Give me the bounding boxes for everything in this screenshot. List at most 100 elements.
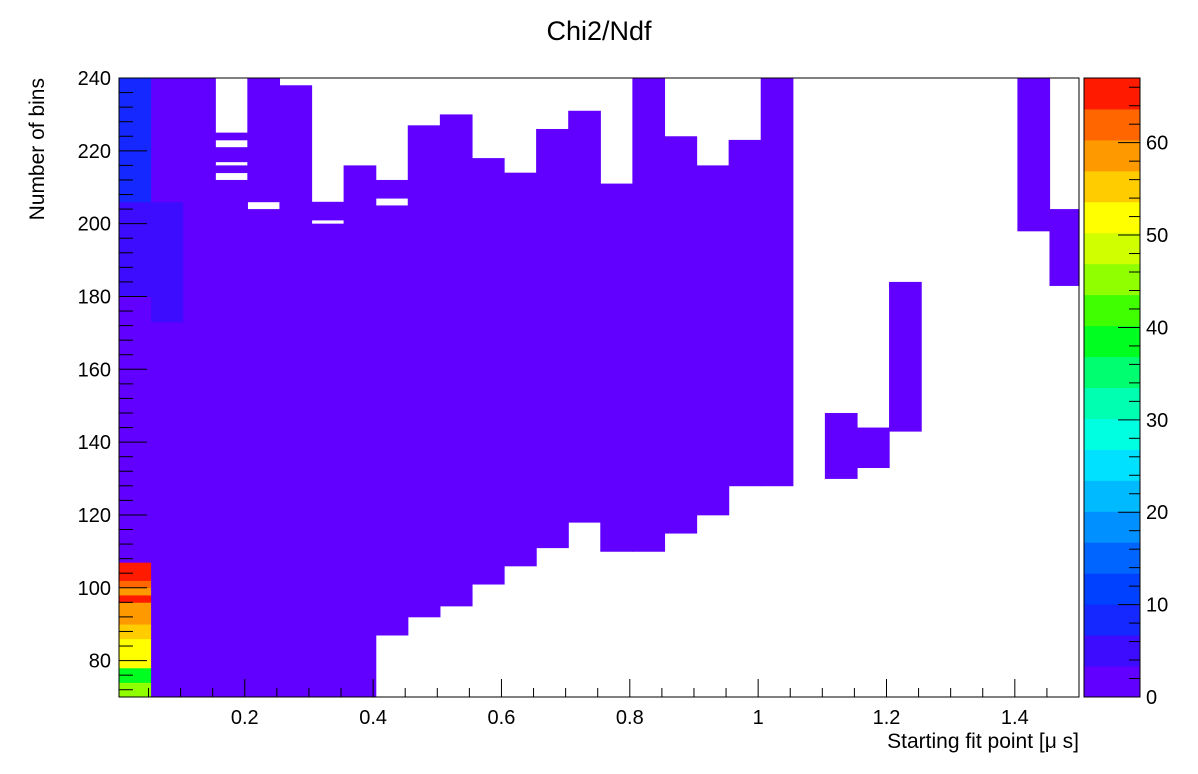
heatmap-cell <box>151 201 184 297</box>
colorbar-segment <box>1084 201 1140 234</box>
heatmap-cell <box>856 427 890 468</box>
heatmap-cell <box>119 595 152 603</box>
x-tick-label: 0.8 <box>616 707 644 729</box>
heatmap-cell <box>119 602 152 611</box>
heatmap-cell <box>119 609 152 625</box>
heatmap-cell <box>375 179 409 199</box>
y-tick-label: 140 <box>78 432 111 454</box>
heatmap-cell <box>119 587 152 596</box>
colorbar-segment <box>1084 542 1140 574</box>
heatmap-cell <box>119 201 152 297</box>
heatmap-cell <box>279 85 313 698</box>
y-tick-label: 100 <box>78 578 111 600</box>
heatmap-cell <box>151 321 184 563</box>
heatmap-cell <box>119 682 152 698</box>
colorbar-tick-label: 50 <box>1146 225 1168 247</box>
colorbar: 0 10 20 30 40 50 60 <box>1083 77 1168 709</box>
plot-frame <box>118 77 1080 698</box>
heatmap-cell <box>119 580 152 589</box>
heatmap-cell <box>889 281 922 432</box>
heatmap-cell <box>119 565 152 574</box>
colorbar-segment <box>1084 604 1140 636</box>
heatmap-cell <box>536 128 569 549</box>
heatmap-cell <box>311 201 345 221</box>
heatmap-cell <box>664 136 698 534</box>
heatmap-cell <box>824 412 858 479</box>
y-tick-label: 120 <box>78 505 111 527</box>
colorbar-tick-label: 60 <box>1146 133 1168 155</box>
heatmap-cell <box>183 598 216 698</box>
x-tick-label: 1 <box>753 707 764 729</box>
heatmap-cell <box>247 78 281 203</box>
colorbar-tick-label: 30 <box>1146 410 1168 432</box>
colorbar-segment <box>1084 232 1140 265</box>
y-tick-label: 160 <box>78 359 111 381</box>
colorbar-segment <box>1084 294 1140 327</box>
heatmap-cell <box>215 165 248 174</box>
colorbar-segment <box>1084 263 1140 296</box>
x-tick-label: 1.2 <box>873 707 901 729</box>
colorbar-segment <box>1084 325 1140 358</box>
colorbar-segment <box>1084 573 1140 605</box>
y-tick-label: 80 <box>89 651 111 673</box>
heatmap-cell <box>1049 209 1080 286</box>
heatmap-cell <box>119 562 152 567</box>
heatmap-cell <box>119 638 152 654</box>
x-tick-label: 0.4 <box>359 707 387 729</box>
heatmap-cell <box>407 125 441 618</box>
colorbar-tick-label: 10 <box>1146 595 1168 617</box>
colorbar-segment <box>1084 387 1140 419</box>
heatmap-cell <box>760 78 794 487</box>
heatmap-cell <box>215 132 248 141</box>
colorbar-segment <box>1084 170 1140 203</box>
heatmap-cell <box>119 667 152 683</box>
heatmap-cell <box>632 78 666 552</box>
x-tick-label: 0.2 <box>231 707 259 729</box>
colorbar-tick-label: 40 <box>1146 317 1168 339</box>
heatmap-cell <box>568 110 601 523</box>
heatmap-cells <box>119 78 1080 698</box>
y-axis-title: Number of bins <box>26 78 49 220</box>
heatmap-cell <box>471 158 505 585</box>
heatmap-cell <box>215 147 248 163</box>
heatmap-cell <box>119 78 152 203</box>
colorbar-segment <box>1084 418 1140 450</box>
colorbar-frame <box>1083 77 1141 698</box>
y-tick-label: 180 <box>78 286 111 308</box>
heatmap-cell <box>343 165 377 636</box>
heatmap-cell <box>151 78 184 203</box>
heatmap-cell <box>247 209 281 698</box>
heatmap-cell <box>119 624 152 640</box>
y-axis: 80 100 120 140 160 180 200 220 240 <box>78 68 147 691</box>
y-tick-label: 200 <box>78 214 111 236</box>
colorbar-segment <box>1084 666 1140 698</box>
heatmap-cell <box>119 573 152 581</box>
colorbar-tick-label: 20 <box>1146 502 1168 524</box>
heatmap-cell <box>375 205 409 636</box>
heatmap-cell <box>439 114 473 607</box>
x-axis: 0.2 0.4 0.6 0.8 1 1.2 1.4 <box>148 679 1048 729</box>
colorbar-segment <box>1084 511 1140 543</box>
colorbar-segment <box>1084 139 1140 172</box>
heatmap-cell <box>728 139 762 487</box>
x-tick-label: 1.4 <box>1001 707 1029 729</box>
heatmap-cell <box>600 183 633 552</box>
colorbar-segment <box>1084 449 1140 481</box>
heatmap-cell <box>151 296 184 323</box>
heatmap-cell <box>1017 78 1051 232</box>
colorbar-segment <box>1084 78 1140 110</box>
colorbar-tick-label: 0 <box>1146 687 1157 709</box>
heatmap-cell <box>504 172 537 567</box>
x-axis-title: Starting fit point [μ s] <box>887 730 1079 753</box>
colorbar-segment <box>1084 480 1140 512</box>
heatmap-cell <box>119 296 152 563</box>
chart-title: Chi2/Ndf <box>546 16 652 46</box>
heatmap-cell <box>696 165 730 516</box>
heatmap-cell <box>311 223 345 698</box>
x-tick-label: 0.6 <box>488 707 516 729</box>
y-tick-label: 240 <box>78 68 111 90</box>
heatmap-cell <box>215 179 248 698</box>
heatmap-cell <box>343 635 377 698</box>
heatmap-cell <box>151 562 184 698</box>
y-tick-label: 220 <box>78 141 111 163</box>
